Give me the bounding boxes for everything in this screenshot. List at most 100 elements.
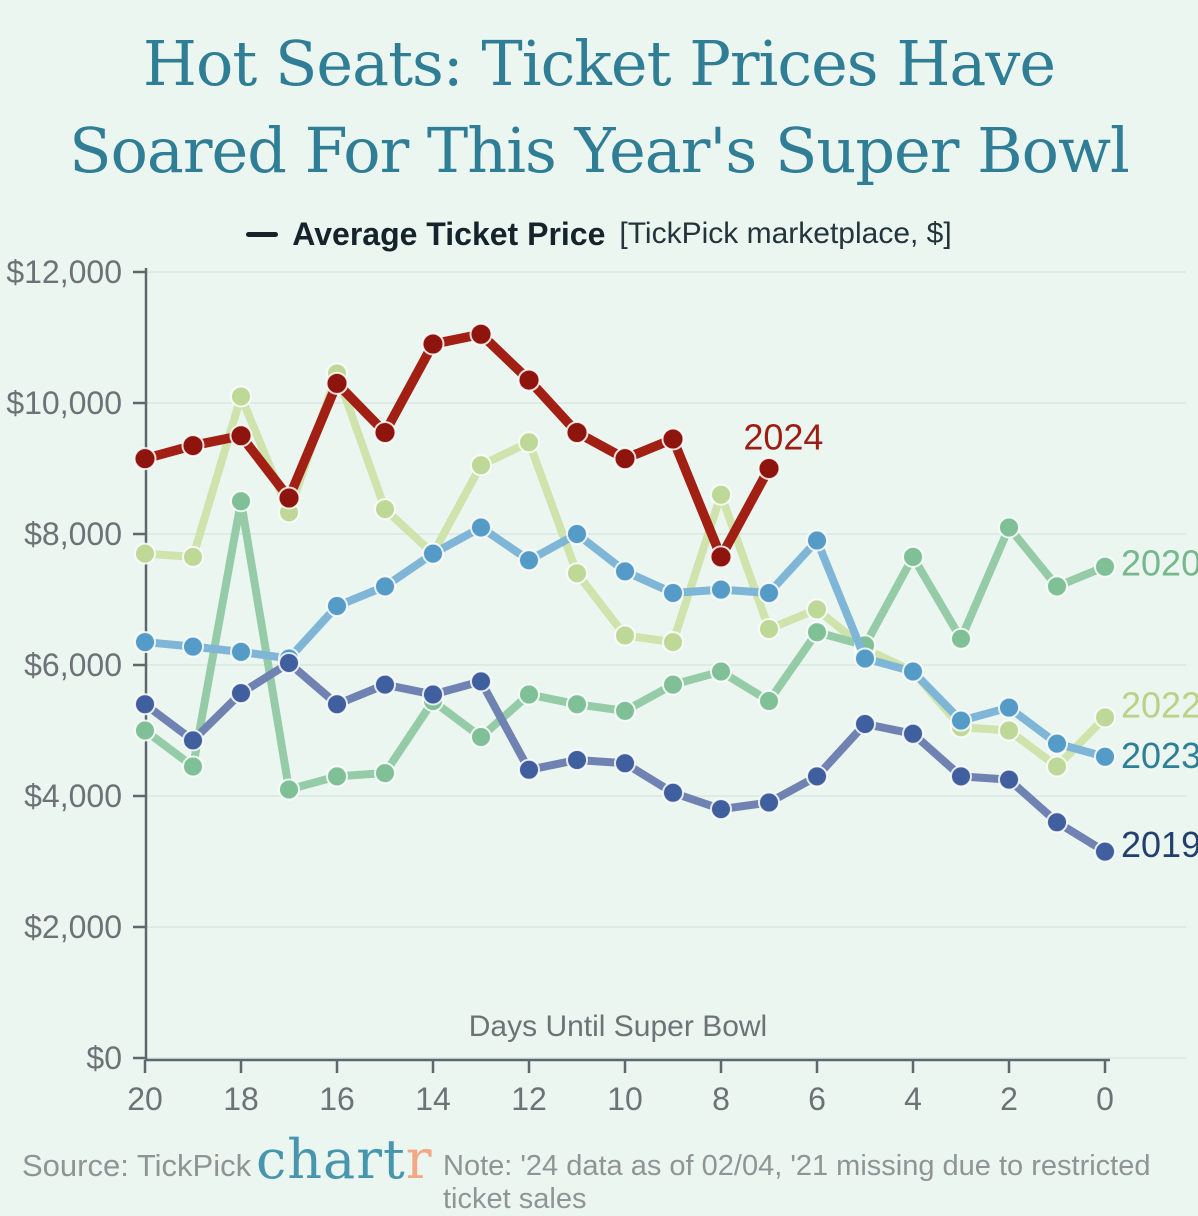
x-tick-label-12: 12 xyxy=(511,1081,547,1117)
series-2023-point-day14 xyxy=(422,542,444,565)
series-2020-point-day1 xyxy=(1046,575,1068,598)
x-tick-label-20: 20 xyxy=(127,1081,163,1117)
chartr-logo: chartr xyxy=(256,1128,433,1191)
series-2022-point-day12 xyxy=(518,431,540,454)
series-2024-point-day19 xyxy=(181,434,205,458)
series-2023-point-day18 xyxy=(230,640,252,663)
series-2020-point-day8 xyxy=(710,660,732,683)
series-2022-point-day19 xyxy=(182,545,204,568)
y-tick-label-10000: $10,000 xyxy=(6,385,122,421)
series-2023-point-day16 xyxy=(326,595,348,618)
legend-qualifier: [TickPick marketplace, $] xyxy=(619,217,952,250)
series-2022-point-day11 xyxy=(566,562,588,585)
series-2019-point-day16 xyxy=(326,693,348,716)
series-2023-point-day1 xyxy=(1046,732,1068,755)
series-2024-point-day14 xyxy=(421,332,445,356)
series-2024-point-day12 xyxy=(517,368,541,392)
series-2022-point-day13 xyxy=(470,454,492,477)
series-2024-point-day15 xyxy=(373,420,397,444)
legend-line-swatch xyxy=(246,231,279,237)
x-tick-label-0: 0 xyxy=(1096,1081,1114,1117)
chart-title-line2: Soared For This Year's Super Bowl xyxy=(69,114,1130,187)
series-2020-point-day7 xyxy=(758,690,780,713)
series-2020-point-day11 xyxy=(566,693,588,716)
series-2019-point-day2 xyxy=(998,768,1020,791)
series-2020-point-day10 xyxy=(614,699,636,722)
series-2020-point-day4 xyxy=(902,545,924,568)
series-2020-point-day2 xyxy=(998,516,1020,539)
series-2019-point-day15 xyxy=(374,673,396,696)
series-2022-label: 2022 xyxy=(1121,685,1198,726)
series-2023-point-day2 xyxy=(998,696,1020,719)
series-2022-point-day7 xyxy=(758,617,780,640)
y-tick-label-2000: $2,000 xyxy=(24,909,122,945)
series-2023-point-day0 xyxy=(1094,745,1116,768)
series-2023-label: 2023 xyxy=(1121,735,1198,776)
series-2024-point-day13 xyxy=(469,322,493,346)
series-2022-point-day2 xyxy=(998,719,1020,742)
series-2019-point-day18 xyxy=(230,682,252,705)
series-2022-point-day18 xyxy=(230,385,252,408)
series-2023-point-day8 xyxy=(710,578,732,601)
series-2023-point-day12 xyxy=(518,549,540,572)
series-2023-point-day6 xyxy=(806,529,828,552)
series-2019-point-day9 xyxy=(662,781,684,804)
x-tick-label-18: 18 xyxy=(223,1081,259,1117)
x-tick-label-2: 2 xyxy=(1000,1081,1018,1117)
legend-label: Average Ticket Price xyxy=(292,215,606,252)
series-2020-point-day15 xyxy=(374,762,396,785)
chartr-logo-teal: chart xyxy=(256,1128,406,1191)
series-2020-point-day17 xyxy=(278,778,300,801)
footnote: Note: '24 data as of 02/04, '21 missing … xyxy=(443,1150,1151,1215)
series-2022-point-day0 xyxy=(1094,706,1116,729)
x-tick-label-14: 14 xyxy=(415,1081,451,1117)
source-credit: Source: TickPick xyxy=(22,1148,252,1183)
series-2019-point-day7 xyxy=(758,791,780,814)
y-tick-label-0: $0 xyxy=(86,1040,122,1076)
series-2019-point-day8 xyxy=(710,798,732,821)
y-tick-label-12000: $12,000 xyxy=(6,254,122,290)
series-2019-point-day14 xyxy=(422,683,444,706)
series-2024-point-day11 xyxy=(565,420,589,444)
series-2023-point-day4 xyxy=(902,660,924,683)
series-2019-point-day10 xyxy=(614,752,636,775)
series-2019-point-day6 xyxy=(806,765,828,788)
series-2020-point-day12 xyxy=(518,683,540,706)
series-2020-point-day6 xyxy=(806,621,828,644)
series-2023-point-day13 xyxy=(470,516,492,539)
series-2022-point-day6 xyxy=(806,598,828,621)
series-2019-point-day3 xyxy=(950,765,972,788)
series-2019-point-day13 xyxy=(470,670,492,693)
y-tick-label-4000: $4,000 xyxy=(24,778,122,814)
series-2023-point-day9 xyxy=(662,581,684,604)
x-tick-label-6: 6 xyxy=(808,1081,826,1117)
series-2023-point-day10 xyxy=(614,560,636,583)
series-2020-label: 2020 xyxy=(1121,542,1198,583)
series-2022-point-day1 xyxy=(1046,755,1068,778)
series-2022-point-day8 xyxy=(710,483,732,506)
series-2019-point-day4 xyxy=(902,722,924,745)
series-2023-point-day15 xyxy=(374,575,396,598)
series-2019-point-day17 xyxy=(278,652,300,675)
series-2024-point-day17 xyxy=(277,486,301,510)
series-2024-point-day7 xyxy=(757,457,781,480)
y-tick-label-8000: $8,000 xyxy=(24,516,122,552)
series-2023-point-day19 xyxy=(182,635,204,658)
series-2019-label: 2019 xyxy=(1121,824,1198,865)
chartr-logo-orange: r xyxy=(405,1128,433,1191)
series-2020-point-day0 xyxy=(1094,555,1116,578)
series-2023-point-day20 xyxy=(134,631,156,654)
series-2022-point-day9 xyxy=(662,631,684,654)
series-2024-label: 2024 xyxy=(743,417,823,458)
legend: Average Ticket Price [TickPick marketpla… xyxy=(0,212,1198,256)
series-2019-point-day19 xyxy=(182,729,204,752)
series-2024-point-day10 xyxy=(613,447,637,471)
series-2020-point-day20 xyxy=(134,719,156,742)
series-2023-point-day3 xyxy=(950,709,972,732)
series-2019-point-day12 xyxy=(518,758,540,781)
x-tick-label-10: 10 xyxy=(607,1081,643,1117)
series-2023-point-day11 xyxy=(566,523,588,545)
series-2020-point-day3 xyxy=(950,627,972,650)
series-2019-point-day1 xyxy=(1046,811,1068,834)
